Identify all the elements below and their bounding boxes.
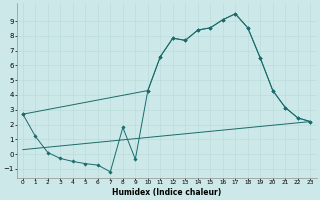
X-axis label: Humidex (Indice chaleur): Humidex (Indice chaleur)	[112, 188, 221, 197]
